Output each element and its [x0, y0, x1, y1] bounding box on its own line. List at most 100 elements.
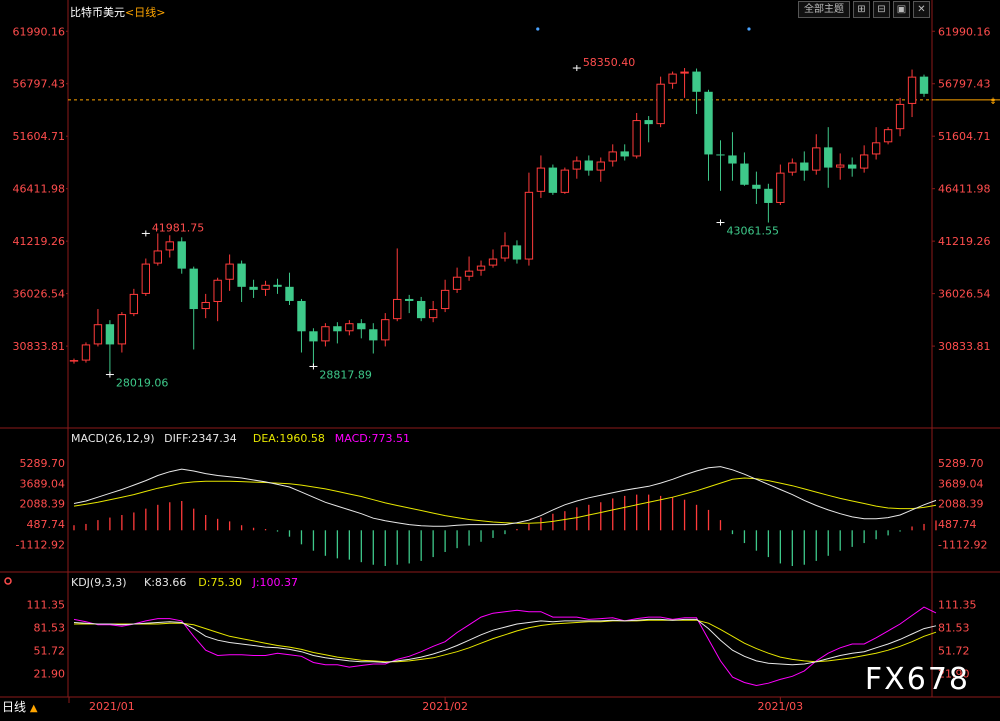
theme-button[interactable]: 全部主题	[798, 1, 850, 18]
restore-icon[interactable]: ▣	[893, 1, 910, 18]
price-axis-label-right: 36026.54	[938, 288, 991, 301]
candle-body	[297, 300, 306, 332]
kdj-legend-item: J:100.37	[252, 576, 298, 589]
candle-body	[225, 263, 234, 280]
candle-body	[285, 286, 294, 301]
candle-body	[177, 241, 186, 269]
candle-body	[680, 71, 689, 74]
macd-legend-item: DIFF:2347.34	[164, 432, 237, 445]
candle-body	[165, 241, 174, 251]
close-icon[interactable]: ✕	[913, 1, 930, 18]
candle-body	[476, 265, 486, 271]
candle-body	[536, 167, 546, 192]
candle-body	[273, 284, 282, 287]
kdj-axis-label-right: 111.35	[938, 599, 977, 612]
candle-body	[524, 191, 534, 260]
candle-body	[393, 298, 402, 320]
grid-icon[interactable]: ⊞	[853, 1, 870, 18]
candle-body	[596, 161, 605, 171]
candle-body	[548, 167, 558, 193]
candle-body	[189, 268, 198, 310]
chevron-up-icon: ▲	[29, 703, 38, 714]
price-axis-label-left: 30833.81	[13, 340, 66, 353]
time-axis-label: 2021/01	[89, 700, 135, 713]
candle-body	[512, 245, 522, 260]
macd-axis-label-right: 487.74	[938, 518, 977, 531]
candle-body	[452, 276, 462, 290]
kdj-legend-item: K:83.66	[144, 576, 186, 589]
time-axis-label: 2021/02	[422, 700, 468, 713]
candle-body	[345, 323, 354, 332]
candle-body	[632, 120, 641, 157]
price-axis-label-left: 36026.54	[13, 288, 66, 301]
candle-body	[93, 324, 103, 345]
price-annotation: 58350.40	[583, 56, 636, 69]
candle-body	[740, 163, 749, 185]
candle-body	[464, 270, 474, 277]
candle-body	[117, 314, 127, 345]
chart-title-bar: 比特币美元<日线>	[70, 4, 165, 20]
candle-body	[249, 286, 258, 290]
candle-body	[405, 298, 414, 301]
price-axis-label-right: 30833.81	[938, 340, 991, 353]
candle-body	[859, 154, 869, 169]
macd-axis-label-left: 5289.70	[20, 457, 66, 470]
kdj-axis-label-right: 81.53	[938, 621, 970, 634]
candle-body	[488, 258, 498, 266]
candle-body	[644, 120, 653, 125]
period-tag[interactable]: <日线>	[125, 6, 166, 19]
candle-body	[428, 309, 438, 319]
time-axis-label: 2021/03	[757, 700, 803, 713]
kdj-axis-label-right: 51.72	[938, 644, 970, 657]
macd-dea-line	[73, 477, 937, 524]
kdj-j-line	[73, 606, 937, 687]
candle-body	[321, 326, 330, 342]
price-annotation: 28817.89	[319, 368, 372, 381]
price-axis-label-left: 46411.98	[13, 183, 66, 196]
candle-body	[620, 151, 629, 157]
candle-body	[261, 284, 270, 290]
candle-body	[572, 160, 582, 170]
candle-body	[656, 83, 665, 125]
indicator-toggle-icon	[4, 577, 12, 585]
kdj-axis-label-left: 81.53	[34, 621, 66, 634]
candle-body	[836, 164, 845, 168]
price-axis-label-right: 56797.43	[938, 78, 991, 91]
candle-body	[141, 263, 151, 294]
period-selector[interactable]: 日线 ▲	[2, 698, 38, 715]
symbol-title: 比特币美元	[70, 6, 125, 19]
candle-body	[81, 344, 91, 361]
chart-toolbar: 全部主题 ⊞ ⊟ ▣ ✕	[798, 1, 930, 18]
candle-body	[788, 162, 797, 173]
candle-body	[357, 323, 366, 330]
candle-body	[500, 245, 510, 259]
event-dot	[747, 27, 751, 31]
macd-legend-item: MACD:773.51	[335, 432, 410, 445]
candle-body	[213, 279, 222, 302]
macd-axis-label-left: 3689.04	[20, 477, 66, 490]
candle-body	[201, 301, 210, 310]
candle-body	[812, 147, 821, 171]
price-annotation: 43061.55	[726, 225, 779, 238]
macd-axis-label-right: 3689.04	[938, 477, 984, 490]
candle-body	[800, 162, 809, 171]
price-axis-label-right: 46411.98	[938, 183, 991, 196]
candle-body	[895, 103, 905, 130]
candle-body	[716, 154, 725, 156]
candle-body	[919, 76, 929, 94]
kdj-axis-label-left: 51.72	[34, 644, 66, 657]
split-icon[interactable]: ⊟	[873, 1, 890, 18]
macd-axis-label-left: 2088.39	[20, 498, 66, 511]
candle-body	[416, 300, 426, 319]
macd-axis-label-left: 487.74	[27, 518, 66, 531]
candle-body	[871, 142, 881, 155]
event-dot	[536, 27, 540, 31]
candle-body	[907, 76, 917, 104]
price-axis-label-right: 61990.16	[938, 25, 991, 38]
candle-body	[704, 91, 713, 155]
candle-body	[333, 326, 342, 332]
price-annotation: 28019.06	[116, 377, 168, 390]
price-axis-label-left: 51604.71	[13, 130, 66, 143]
candle-body	[692, 71, 701, 92]
